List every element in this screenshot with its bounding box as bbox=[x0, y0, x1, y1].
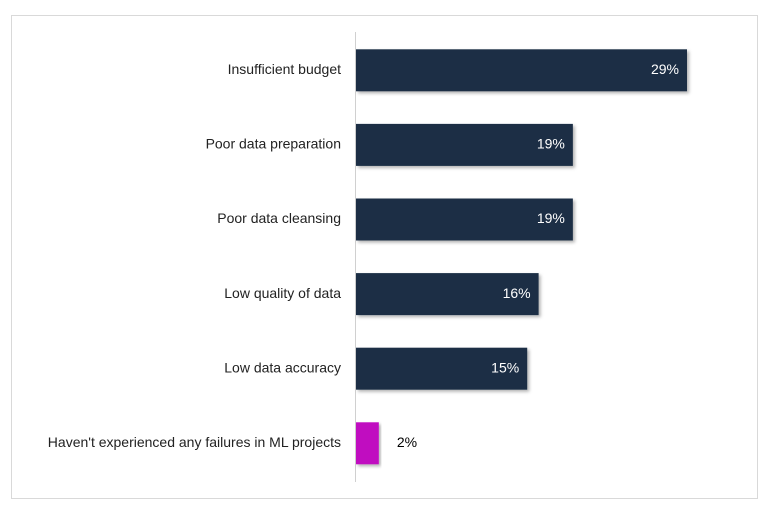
value-label: 16% bbox=[503, 285, 531, 301]
bar bbox=[356, 273, 539, 316]
bar bbox=[356, 49, 687, 92]
bar bbox=[356, 422, 379, 465]
bar bbox=[356, 198, 573, 241]
category-label: Poor data preparation bbox=[206, 136, 341, 152]
category-label: Insufficient budget bbox=[228, 61, 341, 77]
value-label: 15% bbox=[491, 359, 519, 375]
category-label: Haven't experienced any failures in ML p… bbox=[48, 434, 341, 450]
value-label: 19% bbox=[537, 136, 565, 152]
frame bbox=[11, 15, 758, 499]
category-label: Low quality of data bbox=[224, 285, 341, 301]
bar bbox=[356, 347, 528, 390]
value-label: 2% bbox=[397, 434, 417, 450]
category-label: Poor data cleansing bbox=[217, 210, 341, 226]
bar bbox=[356, 123, 573, 166]
value-label: 29% bbox=[651, 61, 679, 77]
value-label: 19% bbox=[537, 210, 565, 226]
category-label: Low data accuracy bbox=[224, 359, 341, 375]
